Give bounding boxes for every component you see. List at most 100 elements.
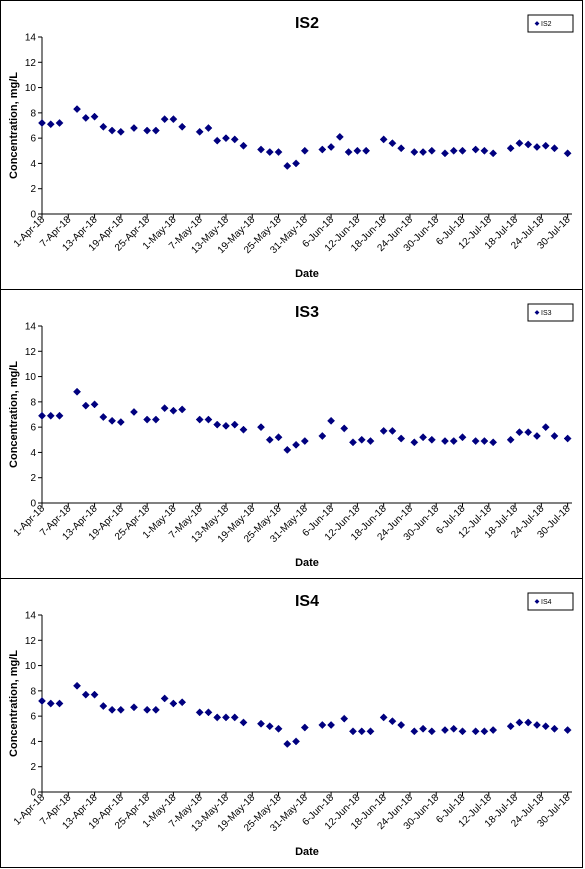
data-point xyxy=(130,703,138,712)
data-point xyxy=(283,162,292,170)
data-point xyxy=(419,148,428,157)
data-point xyxy=(46,699,55,708)
data-point xyxy=(335,132,344,141)
y-tick-label: 8 xyxy=(30,686,36,697)
data-point xyxy=(471,145,480,154)
data-point xyxy=(541,141,550,150)
data-point xyxy=(524,718,533,727)
data-point xyxy=(160,115,169,124)
y-tick-label: 8 xyxy=(30,397,36,408)
data-point xyxy=(178,698,187,707)
legend-box xyxy=(527,592,574,611)
legend-marker xyxy=(534,21,540,26)
data-point xyxy=(515,139,524,148)
data-point xyxy=(116,418,125,427)
data-point xyxy=(230,135,239,144)
data-point xyxy=(143,126,152,135)
data-point xyxy=(300,723,309,732)
data-point xyxy=(116,705,125,714)
y-tick-label: 14 xyxy=(25,611,37,622)
y-tick-label: 4 xyxy=(30,448,36,459)
data-point xyxy=(46,120,55,129)
data-point xyxy=(222,421,230,430)
data-point xyxy=(38,119,46,127)
y-axis-label: Concentration, mg/L xyxy=(8,650,20,757)
data-point xyxy=(99,413,108,421)
y-tick-label: 4 xyxy=(30,737,36,748)
y-tick-label: 2 xyxy=(30,762,36,773)
data-point xyxy=(506,144,515,153)
chart-svg: IS4024681012141-Apr-187-Apr-1813-Apr-181… xyxy=(8,592,574,858)
data-point xyxy=(506,722,515,731)
data-point xyxy=(441,437,449,446)
data-point xyxy=(379,426,388,435)
data-point xyxy=(90,400,99,409)
data-point xyxy=(239,718,248,727)
data-point xyxy=(274,148,283,157)
y-tick-label: 0 xyxy=(30,499,36,510)
data-point xyxy=(388,426,397,435)
data-point xyxy=(143,415,152,424)
data-point xyxy=(169,406,178,415)
data-point xyxy=(533,721,541,729)
chart-panel-is4: IS4 0 2 4 6 8 10 12 14 1-Apr-18 7-Apr-18 13-Apr-18 1… xyxy=(0,578,583,868)
data-point xyxy=(195,708,204,717)
data-point xyxy=(563,149,572,158)
y-tick-label: 8 xyxy=(30,108,36,119)
data-point xyxy=(458,433,467,442)
data-point xyxy=(38,697,46,705)
data-point xyxy=(292,737,301,746)
data-point xyxy=(300,437,309,446)
data-point xyxy=(327,721,336,729)
data-point xyxy=(283,740,292,748)
data-point xyxy=(292,440,301,449)
data-point xyxy=(239,141,248,150)
data-point xyxy=(108,416,117,425)
data-point xyxy=(427,435,436,444)
data-point xyxy=(318,145,327,154)
x-axis-label: Date xyxy=(295,268,319,280)
y-tick-label: 10 xyxy=(25,661,37,672)
data-point xyxy=(81,401,90,410)
data-point xyxy=(533,432,541,440)
data-point xyxy=(449,437,458,446)
y-tick-label: 12 xyxy=(25,636,37,647)
data-point xyxy=(160,694,169,703)
data-point xyxy=(379,135,388,144)
data-point xyxy=(204,708,213,717)
data-point xyxy=(81,113,90,122)
data-point xyxy=(274,724,283,733)
data-point xyxy=(563,434,572,443)
data-point xyxy=(379,713,388,722)
data-point xyxy=(265,435,274,444)
data-point xyxy=(357,727,366,736)
chart-panel-is2: IS2 0 2 4 6 8 10 12 14 1-Apr-18 7-Apr-18 13-Apr-18 1… xyxy=(0,0,583,290)
data-point xyxy=(204,415,213,424)
data-point xyxy=(90,112,99,121)
data-point xyxy=(213,713,222,722)
data-point xyxy=(169,699,178,708)
data-point xyxy=(151,705,160,714)
data-point xyxy=(99,702,108,710)
data-point xyxy=(427,146,436,155)
chart-title: IS4 xyxy=(295,593,319,610)
legend-marker xyxy=(534,599,540,604)
data-point xyxy=(257,423,265,432)
data-point xyxy=(458,146,467,155)
data-point xyxy=(533,143,541,151)
data-point xyxy=(506,435,515,444)
y-tick-label: 6 xyxy=(30,423,36,434)
data-point xyxy=(108,705,117,714)
data-point xyxy=(515,428,524,437)
data-point xyxy=(292,159,301,168)
data-point xyxy=(489,726,498,735)
chart-svg: IS3024681012141-Apr-187-Apr-1813-Apr-181… xyxy=(8,303,574,569)
data-point xyxy=(410,727,419,736)
data-point xyxy=(265,148,274,157)
data-point xyxy=(327,416,336,425)
chart-panel-is3: IS3 0 2 4 6 8 10 12 14 1-Apr-18 7-Apr-18 13-Apr-18 1… xyxy=(0,289,583,579)
data-point xyxy=(471,437,480,446)
data-point xyxy=(366,727,375,736)
y-tick-label: 10 xyxy=(25,372,37,383)
data-point xyxy=(108,126,117,135)
